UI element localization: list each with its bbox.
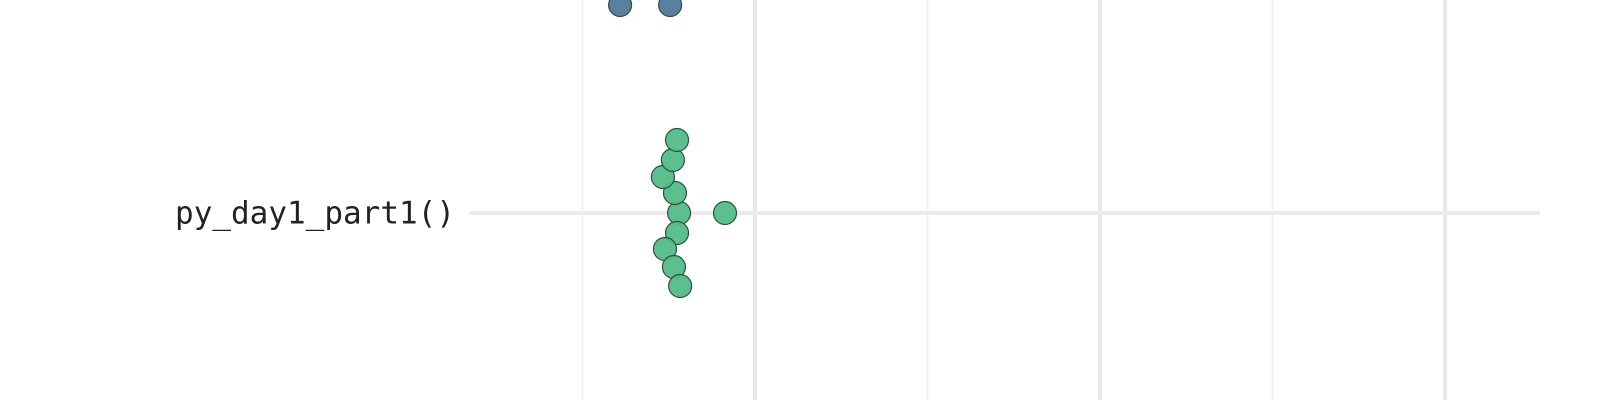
point [660, 147, 685, 173]
point [668, 273, 693, 299]
point [608, 0, 633, 18]
point [658, 0, 683, 18]
point [667, 200, 692, 226]
y-tick-label: py_day1_part1() [175, 196, 455, 232]
point [664, 127, 690, 153]
point [712, 200, 738, 226]
